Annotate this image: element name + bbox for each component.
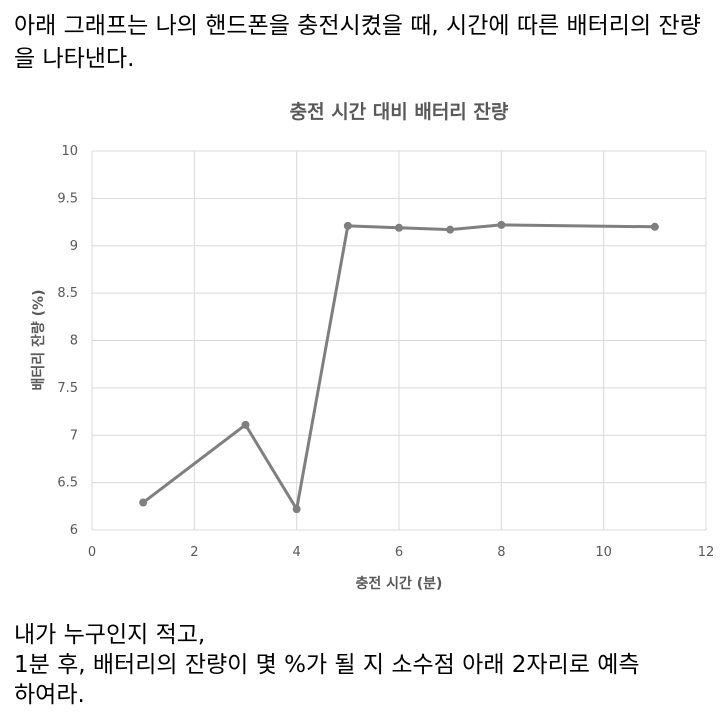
x-tick-label: 0 <box>88 545 96 560</box>
data-point <box>497 220 506 229</box>
data-point <box>395 223 403 232</box>
x-axis-label: 충전 시간 (분) <box>356 575 443 592</box>
y-tick-label: 6.5 <box>57 476 78 491</box>
x-tick-label: 2 <box>190 545 198 560</box>
chart-title: 충전 시간 대비 배터리 잔량 <box>290 101 509 123</box>
data-point <box>292 505 301 514</box>
series-line <box>142 223 655 511</box>
question-line-3: 하여라. <box>14 682 85 708</box>
y-tick-label: 9 <box>70 239 78 254</box>
y-tick-label: 8.5 <box>57 286 78 301</box>
tick-labels: 6 6.5 7 7.5 8 8.5 9 9.5 10 0 2 4 6 8 10 12 <box>57 144 714 560</box>
x-tick-label: 10 <box>595 545 612 560</box>
data-point <box>343 221 352 230</box>
y-axis-label: 배터리 잔량 (%) <box>30 290 47 391</box>
y-tick-label: 9.5 <box>57 191 78 206</box>
grid <box>91 150 707 531</box>
question-intro: 아래 그래프는 나의 핸드폰을 충전시켰을 때, 시간에 따른 배터리의 잔량을… <box>14 13 701 72</box>
x-tick-label: 12 <box>698 545 715 560</box>
question-line-1: 내가 누구인지 적고, <box>14 622 206 648</box>
data-point <box>650 222 659 231</box>
y-tick-label: 8 <box>70 334 78 349</box>
battery-chart: 충전 시간 대비 배터리 잔량 6 6.5 7 7.5 8 8.5 9 9.5 10 0 2 4 6 8 1… <box>30 101 714 592</box>
data-point <box>446 225 455 234</box>
y-tick-label: 10 <box>61 144 78 159</box>
x-tick-label: 4 <box>293 545 301 560</box>
data-point <box>139 498 148 507</box>
data-point <box>241 420 250 429</box>
question-outro: 내가 누구인지 적고, 1분 후, 배터리의 잔량이 몇 %가 될 지 소수점 … <box>14 620 714 710</box>
question-line-2: 1분 후, 배터리의 잔량이 몇 %가 될 지 소수점 아래 2자리로 예측 <box>14 652 640 678</box>
y-tick-label: 6 <box>70 523 78 538</box>
y-tick-label: 7.5 <box>57 381 78 396</box>
x-tick-label: 6 <box>395 545 403 560</box>
x-tick-label: 8 <box>497 545 505 560</box>
y-tick-label: 7 <box>70 428 78 443</box>
series-layer <box>139 220 659 514</box>
